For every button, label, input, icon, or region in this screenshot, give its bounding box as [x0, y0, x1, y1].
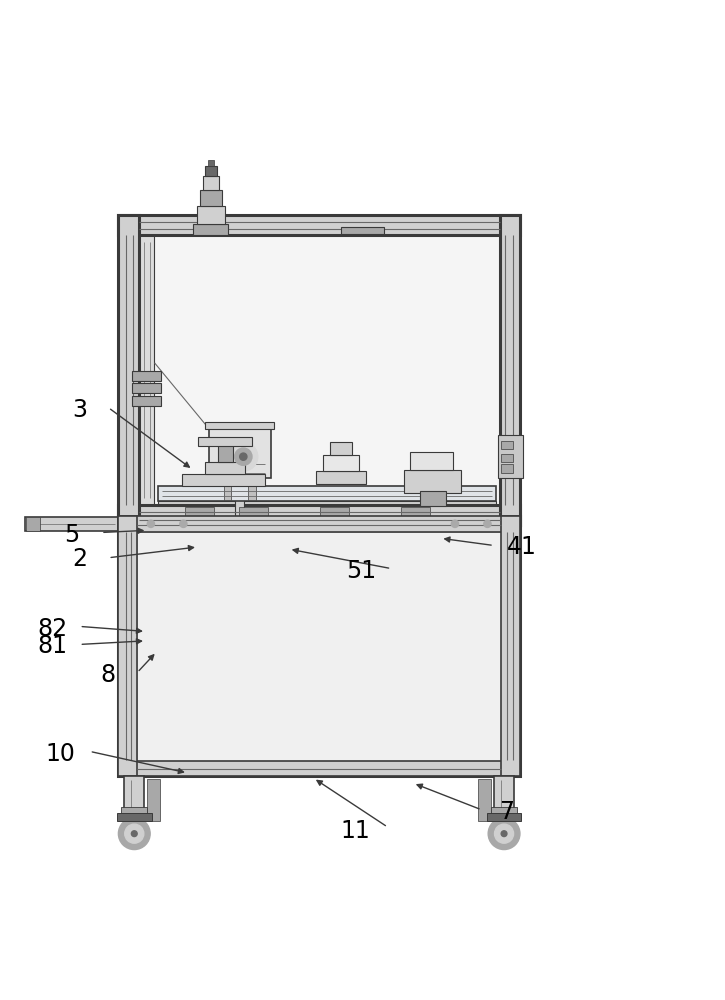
Circle shape	[501, 831, 507, 837]
Bar	[486, 813, 521, 821]
Bar	[315, 471, 366, 484]
Bar	[205, 166, 217, 176]
Text: 11: 11	[341, 819, 370, 843]
Bar	[124, 776, 144, 825]
Bar	[239, 507, 268, 516]
Bar	[194, 224, 228, 235]
Bar	[118, 516, 520, 776]
Bar	[118, 215, 520, 235]
Bar	[320, 507, 349, 516]
Circle shape	[125, 824, 144, 843]
Bar	[138, 235, 500, 505]
Bar	[132, 371, 161, 381]
Bar	[118, 516, 520, 532]
Bar	[501, 441, 513, 449]
Bar	[330, 442, 352, 455]
Bar	[420, 491, 446, 506]
Bar	[501, 454, 513, 462]
Bar	[341, 227, 384, 234]
Bar	[117, 813, 152, 821]
Text: 7: 7	[500, 800, 515, 824]
Bar	[197, 206, 225, 224]
Bar	[26, 517, 41, 531]
Bar	[491, 807, 517, 814]
Bar	[118, 215, 520, 525]
Bar	[25, 517, 118, 531]
Bar	[198, 437, 252, 446]
Bar	[405, 470, 460, 493]
Bar	[224, 478, 231, 500]
Bar	[132, 396, 161, 406]
Bar	[498, 435, 523, 478]
Bar	[118, 505, 520, 525]
Text: 8: 8	[101, 663, 116, 687]
Bar	[249, 478, 256, 500]
Bar	[208, 160, 214, 166]
Bar	[501, 516, 520, 776]
Bar	[402, 507, 431, 516]
Bar	[158, 486, 496, 501]
Text: 82: 82	[37, 617, 67, 641]
Bar	[118, 215, 138, 525]
Bar	[323, 455, 359, 471]
Text: 41: 41	[507, 535, 536, 559]
Circle shape	[494, 824, 513, 843]
Bar	[200, 190, 222, 206]
Bar	[158, 501, 496, 520]
Text: 3: 3	[72, 398, 87, 422]
Text: 5: 5	[65, 523, 80, 547]
Bar	[210, 428, 270, 478]
Bar	[185, 507, 214, 516]
Text: 10: 10	[46, 742, 75, 766]
Bar	[203, 176, 219, 190]
Circle shape	[488, 818, 520, 850]
Bar	[147, 780, 160, 821]
Circle shape	[131, 831, 137, 837]
Bar	[205, 462, 246, 474]
Bar	[218, 444, 233, 462]
Bar	[138, 235, 154, 505]
Bar	[205, 422, 274, 429]
Circle shape	[452, 520, 458, 527]
Text: 81: 81	[37, 634, 67, 658]
Bar	[501, 464, 513, 473]
Bar	[494, 776, 514, 825]
Bar	[121, 807, 147, 814]
Bar	[236, 477, 244, 522]
Text: 2: 2	[72, 547, 87, 571]
Circle shape	[240, 453, 247, 460]
Bar	[118, 516, 137, 776]
Bar	[231, 518, 249, 525]
Bar	[137, 532, 501, 761]
Bar	[132, 383, 161, 393]
Circle shape	[118, 818, 150, 850]
Bar	[182, 474, 265, 486]
Circle shape	[147, 520, 154, 527]
Circle shape	[235, 448, 252, 465]
Bar	[478, 780, 491, 821]
Circle shape	[180, 520, 187, 527]
Circle shape	[229, 442, 258, 471]
Circle shape	[484, 520, 491, 527]
Text: 51: 51	[346, 559, 376, 583]
Bar	[410, 452, 454, 470]
Bar	[118, 761, 520, 776]
Bar	[500, 215, 520, 525]
